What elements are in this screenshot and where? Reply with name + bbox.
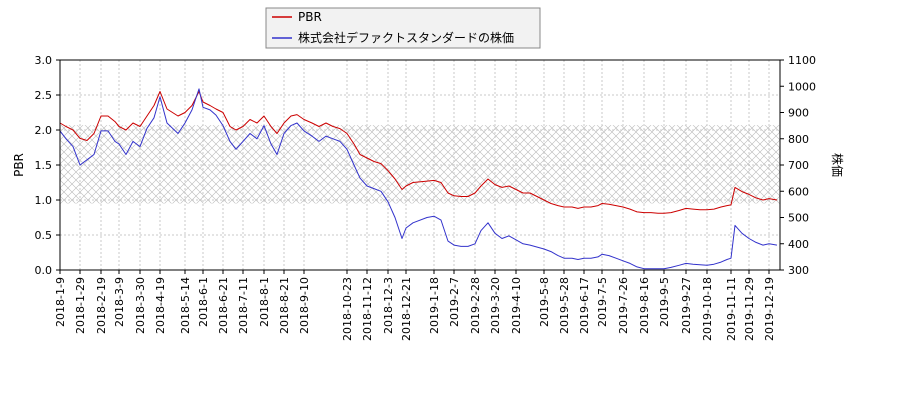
series-line-pbr: [59, 91, 778, 214]
x-tick-label: 2019-6-17: [578, 277, 591, 334]
x-tick-label: 2018-7-11: [237, 277, 250, 334]
x-tick-label: 2019-2-7: [448, 277, 461, 327]
x-tick-label: 2019-11-29: [743, 277, 756, 341]
series-lines: [59, 88, 778, 270]
x-tick-label: 2019-3-20: [489, 277, 502, 334]
x-tick-label: 2019-4-10: [510, 277, 523, 334]
right-tick-label: 900: [788, 107, 809, 120]
right-tick-label: 1100: [788, 54, 816, 67]
x-tick-label: 2019-11-11: [725, 277, 738, 341]
x-tick-label: 2018-2-19: [95, 277, 108, 334]
x-tick-label: 2019-7-5: [596, 277, 609, 327]
legend: PBR 株式会社デファクトスタンダードの株価: [265, 7, 541, 49]
legend-label-pbr: PBR: [298, 10, 322, 24]
right-tick-label: 300: [788, 264, 809, 277]
x-tick-label: 2019-9-5: [658, 277, 671, 327]
x-tick-label: 2019-2-28: [469, 277, 482, 334]
x-tick-label: 2018-12-21: [400, 277, 413, 341]
right-tick-label: 500: [788, 212, 809, 225]
right-tick-label: 400: [788, 238, 809, 251]
x-tick-label: 2018-8-21: [278, 277, 291, 334]
legend-label-stock-price: 株式会社デファクトスタンダードの株価: [298, 30, 514, 45]
x-tick-label: 2019-12-19: [763, 277, 776, 341]
x-tick-label: 2019-7-26: [617, 277, 630, 334]
x-tick-label: 2018-9-10: [298, 277, 311, 334]
x-tick-label: 2019-8-16: [638, 277, 651, 334]
series-line-stock-price: [59, 88, 778, 270]
x-tick-label: 2019-10-18: [701, 277, 714, 341]
legend-box: [265, 7, 541, 49]
left-tick-label: 1.0: [35, 194, 53, 207]
grid-lines: [59, 60, 780, 270]
x-tick-label: 2019-9-27: [680, 277, 693, 334]
x-tick-label: 2019-5-8: [538, 277, 551, 327]
x-tick-label: 2018-1-9: [54, 277, 67, 327]
x-tick-label: 2018-3-9: [113, 277, 126, 327]
x-tick-label: 2019-5-28: [558, 277, 571, 334]
left-tick-label: 3.0: [35, 54, 53, 67]
right-tick-label: 800: [788, 133, 809, 146]
valuation-band-area: [60, 125, 780, 204]
x-tick-label: 2018-5-14: [179, 277, 192, 334]
right-axis-title: 株価: [830, 153, 845, 177]
left-tick-label: 0.0: [35, 264, 53, 277]
left-axis-title: PBR: [12, 153, 26, 177]
left-tick-label: 0.5: [35, 229, 53, 242]
left-tick-label: 2.5: [35, 89, 53, 102]
x-tick-label: 2018-6-21: [217, 277, 230, 334]
x-tick-label: 2018-12-3: [382, 277, 395, 334]
x-tick-label: 2018-8-1: [258, 277, 271, 327]
x-tick-label: 2019-1-18: [428, 277, 441, 334]
x-tick-label: 2018-4-19: [154, 277, 167, 334]
right-tick-label: 600: [788, 185, 809, 198]
x-tick-label: 2018-3-30: [134, 277, 147, 334]
valuation-band: [60, 125, 780, 204]
axis-ticks: 0.0 0.5 1.0 1.5 2.0 2.5 3.0 300 400 500 600 700 800 9…: [35, 54, 817, 341]
right-tick-label: 1000: [788, 80, 816, 93]
left-tick-label: 2.0: [35, 124, 53, 137]
left-tick-label: 1.5: [35, 159, 53, 172]
right-tick-label: 700: [788, 159, 809, 172]
x-tick-label: 2018-10-23: [341, 277, 354, 341]
x-tick-label: 2018-11-12: [361, 277, 374, 341]
x-tick-label: 2018-6-1: [197, 277, 210, 327]
x-tick-label: 2018-1-29: [74, 277, 87, 334]
